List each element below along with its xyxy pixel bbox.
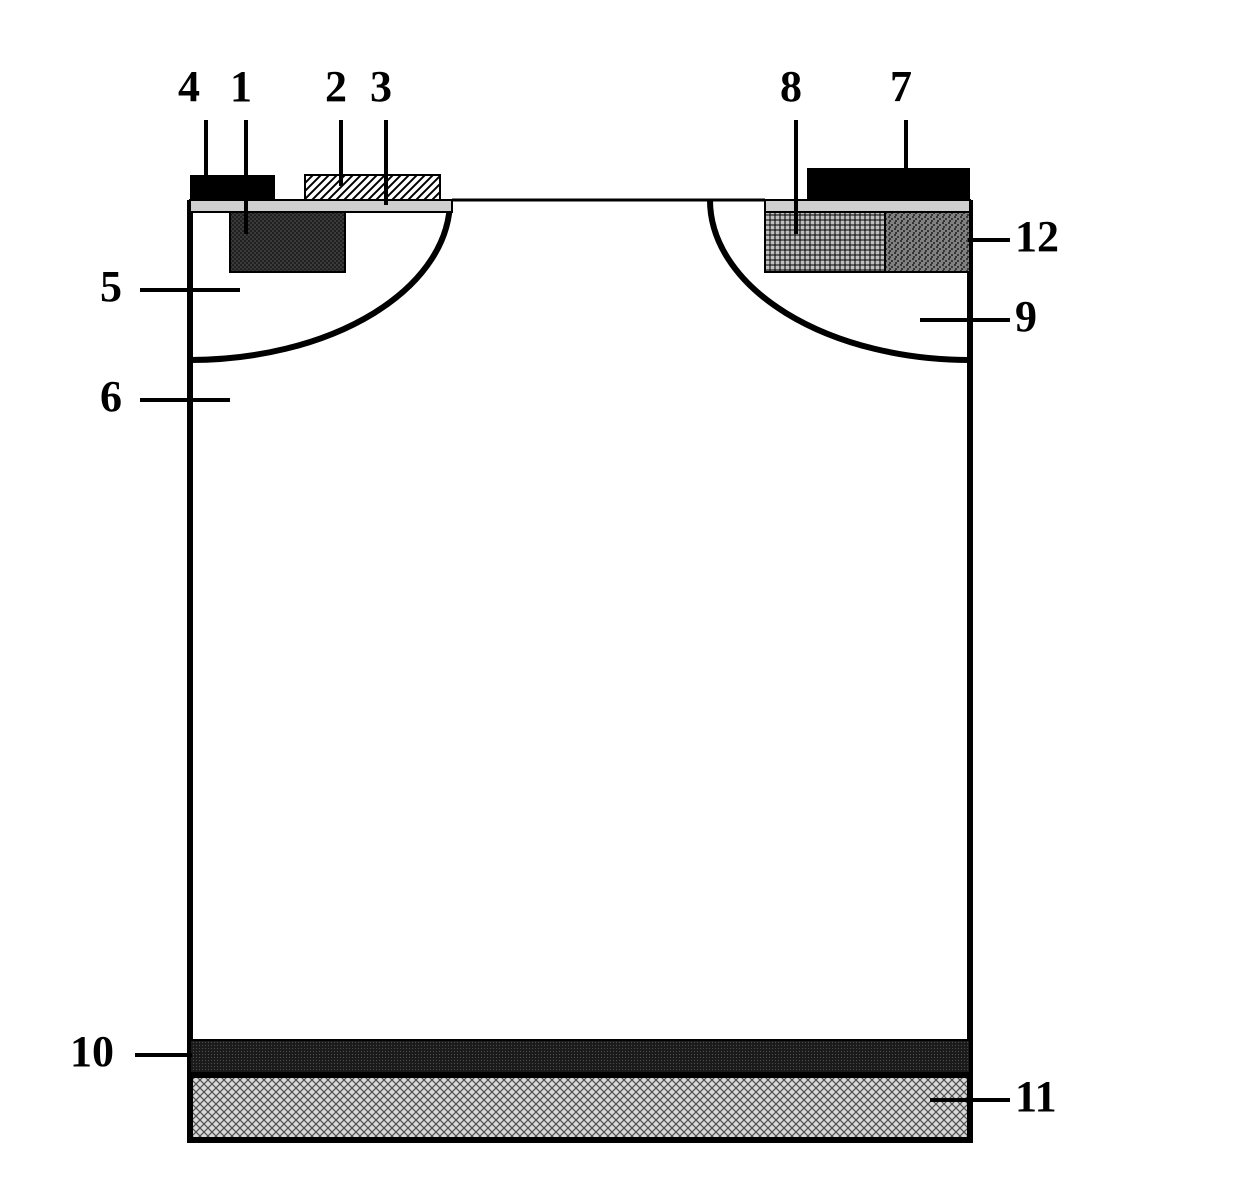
region-7 (807, 168, 970, 200)
label-9: 9 (1015, 291, 1037, 342)
label-4: 4 (178, 61, 200, 112)
label-3: 3 (370, 61, 392, 112)
region-11 (190, 1075, 970, 1140)
label-6: 6 (100, 371, 122, 422)
region-10 (190, 1040, 970, 1075)
region-12 (885, 212, 970, 272)
label-1: 1 (230, 61, 252, 112)
label-10: 10 (70, 1026, 114, 1077)
label-2: 2 (325, 61, 347, 112)
region-8 (765, 212, 885, 272)
region-4 (190, 175, 275, 200)
label-5: 5 (100, 261, 122, 312)
label-7: 7 (890, 61, 912, 112)
device-cross-section (0, 0, 1240, 1200)
label-12: 12 (1015, 211, 1059, 262)
label-11: 11 (1015, 1071, 1057, 1122)
region-3 (190, 200, 452, 212)
region-2 (305, 175, 440, 200)
label-8: 8 (780, 61, 802, 112)
